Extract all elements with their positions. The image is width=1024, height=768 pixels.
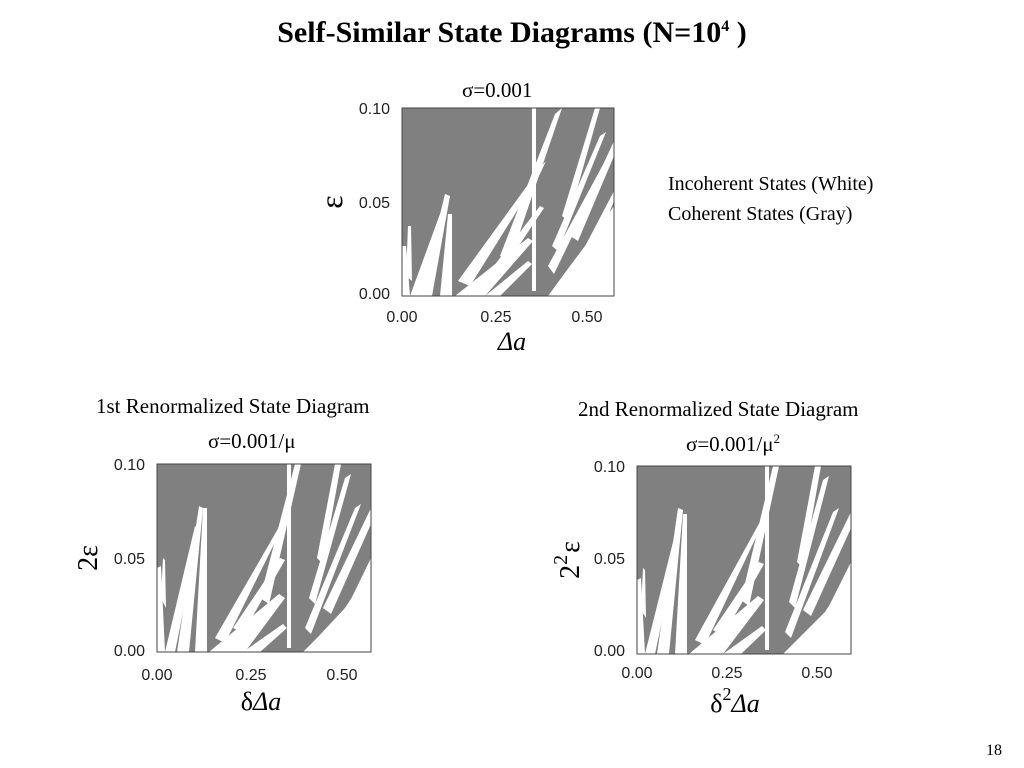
first-streak (323, 508, 371, 614)
top-state-diagram: 0.10 0.05 0.00 0.00 0.25 0.50 ε Δa (313, 101, 615, 356)
second-streak (817, 562, 851, 636)
top-sigma-label: σ=0.001 (462, 78, 533, 102)
first-ytick: 0.10 (114, 457, 145, 474)
first-plot-frame (156, 463, 372, 653)
second-streak (675, 514, 687, 654)
second-streak (765, 466, 769, 650)
second-streak (789, 476, 829, 608)
second-ytick: 0.00 (594, 643, 625, 660)
top-xtick: 0.50 (571, 309, 602, 326)
second-xtick: 0.50 (801, 665, 832, 682)
second-streak (695, 514, 767, 645)
top-ytick: 0.05 (359, 195, 390, 212)
second-ytick: 0.10 (594, 459, 625, 476)
top-xtick: 0.25 (480, 309, 511, 326)
second-state-diagram: 0.10 0.05 0.00 0.00 0.25 0.50 22ε δ2Δa (550, 459, 852, 718)
top-xticks: 0.00 0.25 0.50 (386, 309, 602, 326)
svg-text:22ε: 22ε (550, 541, 586, 579)
first-streak (161, 558, 166, 608)
first-ytick: 0.05 (114, 551, 145, 568)
top-incoherent-regions (402, 108, 614, 296)
first-streak (215, 514, 289, 643)
first-streak (195, 508, 207, 652)
first-streak (303, 568, 371, 652)
slide-number: 18 (986, 742, 1002, 759)
top-streak (552, 132, 606, 251)
slide-title-main: Self-Similar State Diagrams (N=10 (277, 16, 722, 49)
second-streak (803, 512, 851, 616)
second-xtick: 0.00 (621, 665, 652, 682)
first-ytick: 0.00 (114, 643, 145, 660)
top-streak (548, 206, 614, 296)
first-streak (177, 506, 203, 652)
top-streak (458, 161, 546, 286)
top-streak (406, 226, 412, 281)
second-xticks: 0.00 0.25 0.50 (621, 665, 832, 682)
second-xtick: 0.25 (711, 665, 742, 682)
first-xtick: 0.25 (235, 667, 266, 684)
second-streak (723, 626, 766, 654)
top-streak (485, 261, 532, 296)
second-ytick: 0.05 (594, 551, 625, 568)
first-yticks: 0.10 0.05 0.00 (114, 457, 145, 660)
first-streak (309, 474, 351, 604)
top-streak (420, 194, 450, 296)
first-streak (305, 504, 361, 634)
first-streak (157, 566, 165, 652)
first-streak (243, 624, 287, 652)
legend: Incoherent States (White) Coherent State… (668, 169, 873, 229)
top-streak (562, 108, 600, 221)
first-incoherent-regions (157, 464, 371, 652)
slide-title-exponent: 4 (721, 18, 730, 35)
legend-incoherent: Incoherent States (White) (668, 173, 874, 195)
second-streak (657, 508, 683, 654)
top-xlabel: Δa (497, 327, 526, 356)
first-streak (317, 464, 341, 564)
slide-title-end: ) (729, 16, 747, 49)
second-plot-frame (636, 465, 852, 655)
second-streak (797, 466, 821, 568)
top-streak (580, 191, 614, 261)
second-streak (741, 466, 779, 606)
second-streak (637, 578, 645, 654)
top-ytick: 0.00 (359, 286, 390, 303)
first-xtick: 0.50 (326, 667, 357, 684)
first-streak (287, 464, 291, 648)
second-section-title: 2nd Renormalized State Diagram (578, 397, 859, 421)
top-ylabel: ε (313, 195, 349, 208)
first-xlabel: δΔa (241, 687, 282, 716)
top-streak (500, 108, 562, 261)
second-ylabel: 22ε (550, 541, 586, 579)
second-incoherent-regions (637, 466, 851, 654)
top-streak (475, 241, 518, 296)
legend-coherent: Coherent States (Gray) (668, 203, 853, 225)
first-state-diagram: 0.10 0.05 0.00 0.00 0.25 0.50 2ε δΔa (73, 457, 372, 716)
first-xticks: 0.00 0.25 0.50 (141, 667, 357, 684)
top-streak (532, 108, 536, 291)
first-sigma-label: σ=0.001/μ (208, 429, 296, 453)
first-ylabel: 2ε (73, 545, 104, 571)
top-streak (570, 141, 614, 241)
top-streak (440, 214, 452, 296)
top-yticks: 0.10 0.05 0.00 (359, 101, 390, 303)
first-streak (337, 558, 371, 634)
second-xlabel: δ2Δa (710, 684, 760, 718)
first-section-title: 1st Renormalized State Diagram (96, 394, 370, 418)
second-sigma-label: σ=0.001/μ2 (686, 431, 781, 456)
top-xtick: 0.00 (386, 309, 417, 326)
top-streak (402, 246, 410, 296)
top-plot-frame (401, 107, 615, 297)
top-ytick: 0.10 (359, 101, 390, 118)
second-streak (785, 508, 839, 638)
first-xtick: 0.00 (141, 667, 172, 684)
slide-title: Self-Similar State Diagrams (N=104 ) (0, 16, 1024, 50)
second-yticks: 0.10 0.05 0.00 (594, 459, 625, 660)
second-streak (641, 568, 646, 618)
second-streak (783, 572, 851, 654)
